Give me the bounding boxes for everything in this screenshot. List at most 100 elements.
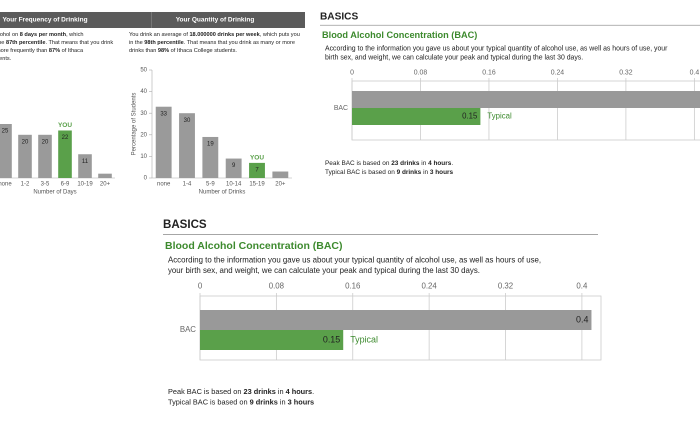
series-label: Typical [350, 334, 378, 344]
x-tick-label: 20+ [100, 182, 111, 188]
value-label: 0.4 [576, 314, 588, 324]
text-line: your birth sex, and weight, we can calcu… [168, 266, 480, 275]
x-tick-label: 0.16 [345, 282, 361, 291]
text-segment: in [276, 387, 286, 396]
section-title: Blood Alcohol Concentration (BAC) [322, 30, 477, 40]
annotation: YOU [58, 122, 72, 129]
bar [352, 91, 700, 108]
text-segment: According to the information you gave us… [325, 45, 668, 52]
text-segment: 9 drinks [250, 397, 278, 406]
x-tick-label: 10-14 [226, 182, 242, 188]
section-heading: BASICS [163, 219, 207, 231]
bar [202, 136, 219, 178]
x-tick-label: 5-9 [206, 182, 215, 188]
y-tick-label: 10 [140, 154, 147, 160]
value-label: 9 [232, 163, 236, 169]
section-heading: BASICS [320, 12, 358, 23]
text-line: birth sex, and weight, we can calculate … [325, 54, 583, 61]
text-segment: . [451, 160, 453, 167]
text-segment: 3 hours [430, 169, 454, 176]
text-segment: in [278, 397, 288, 406]
text-line: drinks than 98% of Ithaca College studen… [129, 48, 237, 54]
panel-title: Your Frequency of Drinking [2, 17, 87, 24]
y-tick-label: 40 [140, 89, 147, 95]
value-label: 30 [184, 118, 191, 124]
bar [272, 171, 289, 178]
x-axis-label: Number of Drinks [199, 190, 246, 196]
y-tick-label: 20 [140, 132, 147, 138]
y-tick-label: 50 [140, 68, 147, 74]
text-segment: According to the information you gave us… [168, 256, 541, 265]
text-segment: in [419, 160, 428, 167]
text-segment: 87th percentile [6, 40, 45, 46]
text-line: Typical BAC is based on 9 drinks in 3 ho… [168, 397, 314, 406]
annotation: YOU [250, 155, 264, 162]
text-line: puts you in the 87th percentile. That me… [0, 40, 113, 46]
value-label: 11 [82, 159, 89, 165]
x-tick-label: 1-2 [21, 182, 30, 188]
bar [58, 130, 72, 178]
text-segment: 8 days per month [20, 32, 67, 38]
value-label: 0.15 [462, 112, 478, 121]
x-tick-label: 0 [198, 282, 203, 291]
text-segment: in the [129, 40, 144, 46]
x-tick-label: 3-5 [41, 182, 50, 188]
text-segment: . That means that you drink [45, 40, 113, 46]
text-segment: , which [66, 32, 83, 38]
x-tick-label: 10-19 [77, 182, 93, 188]
text-segment: your birth sex, and weight, we can calcu… [168, 266, 480, 275]
text-segment: 23 drinks [244, 387, 276, 396]
x-tick-label: 0.16 [482, 70, 496, 77]
text-segment: 4 hours [428, 160, 452, 167]
x-tick-label: 0.08 [269, 282, 285, 291]
bar [18, 134, 32, 178]
x-tick-label: 0.32 [619, 70, 633, 77]
text-segment: as often or more frequently than [0, 48, 49, 54]
value-label: 19 [207, 142, 214, 148]
text-segment: You drink an average of [129, 32, 189, 38]
bar [0, 124, 12, 178]
header-divider [151, 12, 152, 28]
text-line: College students. [0, 56, 12, 62]
x-tick-label: 0.4 [576, 282, 588, 291]
text-segment: 4 hours [286, 387, 313, 396]
text-segment: 87% [49, 48, 60, 54]
text-segment: . [312, 387, 314, 396]
bar [200, 310, 592, 330]
series-label: Typical [487, 112, 512, 121]
bar [225, 158, 242, 178]
text-segment: Typical BAC is based on [168, 397, 250, 406]
bar [98, 173, 112, 178]
x-tick-label: 0.08 [414, 70, 428, 77]
text-segment: 18.000000 drinks per week [189, 32, 260, 38]
x-tick-label: 1-4 [183, 182, 192, 188]
text-segment: of Ithaca [60, 48, 84, 54]
text-line: According to the information you gave us… [325, 45, 668, 52]
x-tick-label: 0.32 [498, 282, 513, 291]
y-tick-label: BAC [334, 105, 348, 112]
text-segment: drinks than [129, 48, 158, 54]
text-segment: You drink alcohol on [0, 32, 20, 38]
text-segment: 3 hours [288, 397, 315, 406]
value-label: 7 [255, 167, 259, 173]
text-segment: puts you in the [0, 40, 6, 46]
x-tick-label: none [0, 182, 12, 188]
bar [200, 330, 344, 350]
text-segment: , which puts you [260, 32, 300, 38]
text-segment: Peak BAC is based on [325, 160, 391, 167]
bar [352, 108, 481, 125]
text-line: in the 98th percentile. That means that … [129, 40, 295, 46]
bar [179, 113, 195, 178]
x-tick-label: 0.24 [421, 282, 437, 291]
panel-title: Your Quantity of Drinking [176, 17, 255, 24]
bar [249, 162, 265, 178]
text-segment: 98% [158, 48, 169, 54]
text-segment: Peak BAC is based on [168, 387, 244, 396]
value-label: 0.15 [323, 334, 340, 344]
text-segment: . That means that you drink as many or m… [184, 40, 295, 46]
text-line: You drink an average of 18.000000 drinks… [129, 32, 300, 38]
text-line: Peak BAC is based on 23 drinks in 4 hour… [168, 387, 314, 396]
x-axis-label: Number of Days [33, 190, 76, 196]
